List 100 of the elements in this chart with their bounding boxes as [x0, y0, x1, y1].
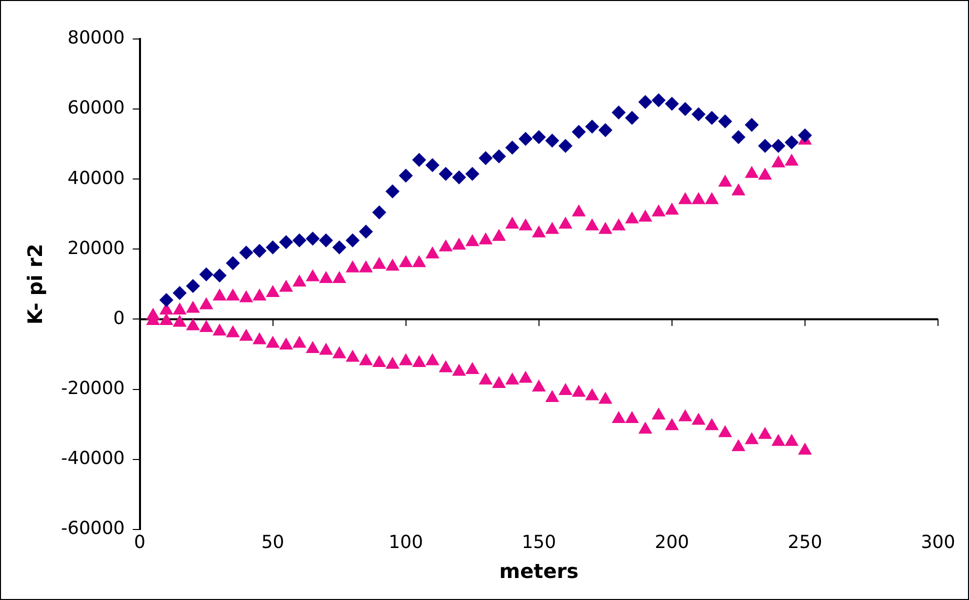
point	[598, 222, 612, 234]
y-tick-label: 40000	[67, 168, 125, 189]
point	[692, 192, 706, 204]
point	[518, 132, 533, 146]
point	[545, 390, 560, 402]
point	[146, 308, 160, 320]
x-axis-title: meters	[499, 559, 579, 584]
point	[478, 372, 493, 385]
point	[398, 255, 413, 268]
point	[798, 128, 812, 142]
point	[252, 288, 266, 300]
point	[758, 168, 772, 180]
point	[398, 353, 413, 366]
point	[239, 328, 254, 341]
point	[212, 268, 227, 282]
point	[718, 425, 732, 438]
point	[452, 170, 466, 184]
point	[212, 288, 227, 300]
point	[558, 216, 572, 229]
y-tick-label: -60000	[60, 518, 125, 540]
point	[452, 238, 466, 250]
point	[652, 93, 666, 108]
point	[638, 210, 652, 222]
point	[412, 355, 426, 368]
point	[492, 149, 506, 164]
point	[186, 300, 200, 313]
point	[239, 290, 254, 302]
point	[346, 260, 360, 272]
point	[664, 202, 679, 215]
point	[652, 204, 666, 216]
point	[252, 244, 266, 258]
point	[612, 106, 626, 120]
point	[784, 135, 799, 150]
point	[492, 228, 506, 241]
point	[678, 409, 692, 422]
point	[784, 154, 799, 166]
point	[652, 408, 666, 420]
point	[612, 218, 626, 230]
point	[372, 355, 386, 368]
point	[678, 102, 692, 116]
point	[572, 384, 586, 397]
y-tick-label: -20000	[60, 378, 125, 399]
point	[438, 166, 453, 181]
y-tick-label: 60000	[67, 98, 125, 119]
point	[744, 432, 759, 444]
x-tick-label: 150	[522, 532, 556, 553]
point	[279, 338, 294, 350]
point	[731, 130, 746, 144]
point	[306, 341, 320, 354]
point	[704, 418, 719, 430]
point	[612, 411, 626, 424]
x-tick-label: 0	[134, 532, 146, 553]
point	[319, 270, 333, 283]
x-tick-label: 250	[788, 532, 822, 553]
point	[186, 318, 200, 330]
point	[266, 240, 280, 254]
point	[358, 224, 373, 239]
point	[625, 110, 640, 125]
point	[585, 388, 600, 400]
point	[532, 130, 546, 144]
y-tick-label: -40000	[60, 448, 125, 470]
point	[758, 138, 772, 153]
y-tick-label: 20000	[67, 238, 125, 259]
point	[226, 288, 240, 300]
point	[545, 134, 560, 148]
point	[319, 342, 333, 355]
point	[452, 364, 466, 376]
point	[558, 383, 572, 396]
point	[598, 123, 612, 138]
point	[239, 246, 254, 260]
point	[505, 372, 520, 385]
point	[199, 320, 214, 332]
point	[346, 350, 360, 362]
point	[664, 418, 679, 430]
point	[638, 422, 652, 434]
point	[279, 280, 294, 292]
point	[692, 107, 706, 122]
point	[266, 284, 280, 297]
point	[425, 158, 440, 172]
point	[292, 274, 306, 286]
y-tick-label: 0	[113, 308, 125, 329]
x-tick-label: 100	[388, 532, 424, 553]
point	[545, 222, 560, 234]
point	[771, 155, 786, 168]
point	[412, 255, 426, 268]
point	[771, 434, 786, 446]
point	[744, 166, 759, 178]
point	[518, 218, 532, 230]
point	[292, 336, 306, 348]
point	[306, 269, 320, 282]
point	[704, 110, 719, 125]
point	[718, 174, 732, 187]
point	[358, 260, 373, 272]
point	[172, 286, 187, 300]
point	[426, 246, 440, 258]
point	[718, 114, 732, 128]
point	[505, 216, 520, 229]
point	[692, 412, 706, 425]
point	[159, 312, 174, 325]
x-tick-label: 200	[654, 532, 690, 553]
